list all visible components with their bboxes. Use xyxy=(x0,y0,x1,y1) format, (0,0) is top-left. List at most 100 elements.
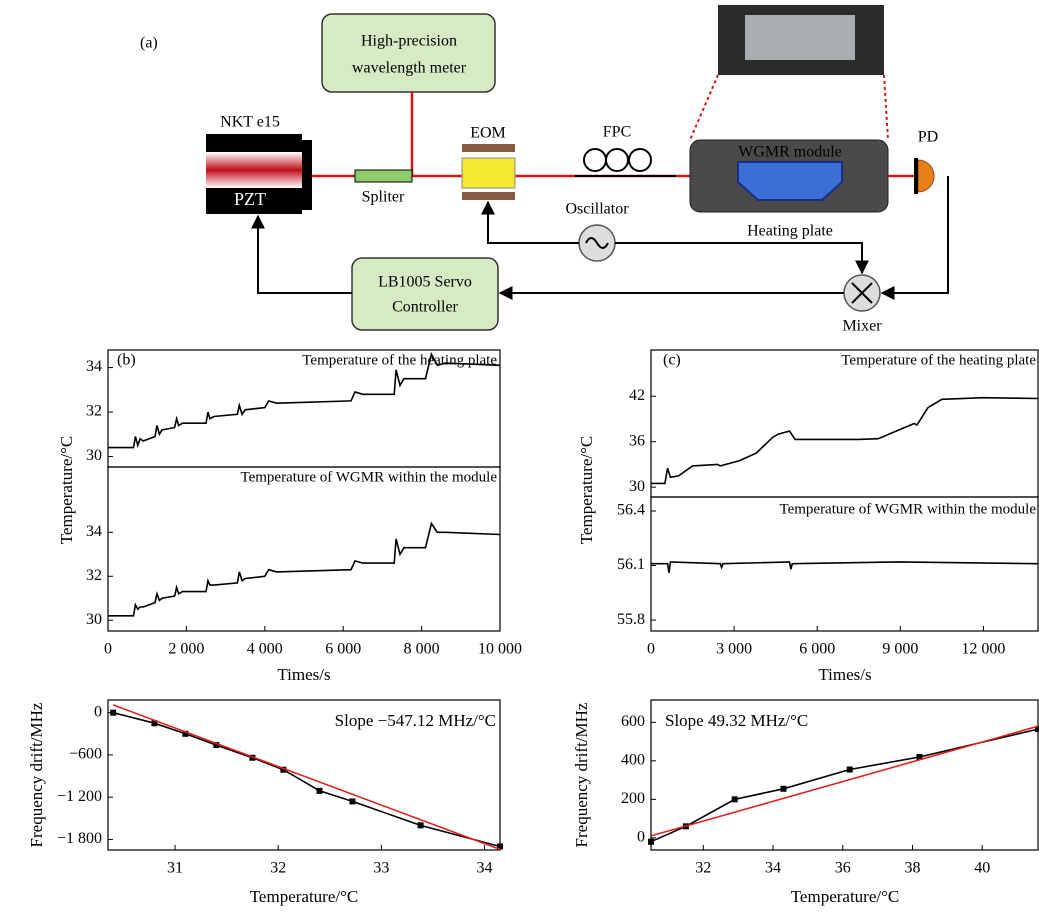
x-tick-label: 12 000 xyxy=(961,641,1005,658)
y-tick-label: 0 xyxy=(94,703,102,720)
x-tick-label: 6 000 xyxy=(799,641,835,658)
servo-label: LB1005 Servo xyxy=(378,274,472,291)
splitter xyxy=(355,170,412,182)
fpc-label: FPC xyxy=(603,124,631,141)
data-point xyxy=(110,710,116,716)
x-tick-label: 6 000 xyxy=(325,641,361,658)
data-line xyxy=(651,398,1038,484)
x-tick-label: 0 xyxy=(104,641,112,658)
plot-frame xyxy=(651,350,1038,497)
x-tick-label: 33 xyxy=(373,860,389,877)
x-axis-label: Temperature/°C xyxy=(250,887,359,906)
eom-plate xyxy=(462,144,515,152)
y-tick-label: 600 xyxy=(621,713,645,730)
servo-box xyxy=(352,258,498,330)
panel-label: (b) xyxy=(117,352,136,369)
data-line xyxy=(651,726,1038,836)
y-tick-label: 30 xyxy=(86,611,102,628)
y-tick-label: 55.8 xyxy=(617,611,645,628)
pzt-label: PZT xyxy=(234,189,266,209)
zoom-lines xyxy=(690,75,888,140)
servo-label: Controller xyxy=(392,299,458,316)
y-tick-label: 36 xyxy=(629,432,645,449)
x-tick-label: 32 xyxy=(270,860,286,877)
data-point xyxy=(316,788,322,794)
pd-label: PD xyxy=(918,129,938,146)
y-tick-label: 56.1 xyxy=(617,556,645,573)
data-point xyxy=(732,796,738,802)
x-tick-label: 32 xyxy=(695,860,711,877)
fpc-loop xyxy=(584,149,606,171)
panel-label: (a) xyxy=(140,35,158,52)
laser-end xyxy=(302,140,312,210)
module-label: WGMR module xyxy=(738,144,842,161)
diagram: (a) High-precision wavelength meter NKT … xyxy=(140,5,948,335)
data-point xyxy=(847,767,853,773)
x-tick-label: 34 xyxy=(477,860,493,877)
y-axis-label: Temperature/°C xyxy=(577,436,596,545)
eom xyxy=(462,158,515,188)
panel-title: Temperature of the heating plate xyxy=(302,352,497,368)
x-tick-label: 8 000 xyxy=(404,641,440,658)
arrow xyxy=(615,243,862,273)
y-tick-label: 32 xyxy=(86,403,102,420)
pd-base xyxy=(914,158,918,194)
data-line xyxy=(651,562,1038,573)
wgmr xyxy=(738,162,842,200)
x-tick-label: 3 000 xyxy=(716,641,752,658)
panel-title: Temperature of the heating plate xyxy=(841,352,1036,368)
figure: (a) High-precision wavelength meter NKT … xyxy=(0,0,1039,912)
y-tick-label: 200 xyxy=(621,790,645,807)
annotation: Slope 49.32 MHz/°C xyxy=(665,711,808,730)
oscillator-label: Oscillator xyxy=(565,201,629,218)
x-axis-label: Times/s xyxy=(818,665,871,684)
laser-beam xyxy=(206,152,302,188)
y-tick-label: 56.4 xyxy=(617,502,645,519)
x-tick-label: 4 000 xyxy=(247,641,283,658)
y-tick-label: 30 xyxy=(629,478,645,495)
eom-label: EOM xyxy=(470,125,506,142)
panel-label: (c) xyxy=(663,352,681,369)
y-tick-label: 400 xyxy=(621,752,645,769)
y-tick-label: 30 xyxy=(86,447,102,464)
y-tick-label: 34 xyxy=(86,523,102,540)
meter-box xyxy=(322,14,495,92)
arrow xyxy=(258,216,352,293)
meter-label: High-precision xyxy=(361,33,457,50)
y-tick-label: 42 xyxy=(629,387,645,404)
x-tick-label: 31 xyxy=(167,860,183,877)
y-axis-label: Frequency drift/MHz xyxy=(572,702,591,847)
data-line xyxy=(108,524,500,616)
y-axis-label: Temperature/°C xyxy=(57,436,76,545)
data-point xyxy=(648,839,654,845)
x-tick-label: 9 000 xyxy=(882,641,918,658)
fpc-loop xyxy=(606,149,628,171)
y-tick-label: −1 200 xyxy=(57,788,102,805)
laser-label: NKT e15 xyxy=(220,114,280,131)
meter-label: wavelength meter xyxy=(352,60,467,77)
plot-frame xyxy=(108,467,500,631)
fpc-loop xyxy=(629,149,651,171)
x-tick-label: 36 xyxy=(835,860,851,877)
y-tick-label: −600 xyxy=(69,746,102,763)
data-point xyxy=(349,798,355,804)
x-tick-label: 40 xyxy=(974,860,990,877)
y-axis-label: Frequency drift/MHz xyxy=(27,702,46,847)
data-point xyxy=(780,786,786,792)
annotation: Slope −547.12 MHz/°C xyxy=(335,711,496,730)
y-tick-label: 0 xyxy=(637,829,645,846)
data-line xyxy=(651,729,1038,842)
photo-part xyxy=(745,15,855,60)
x-axis-label: Temperature/°C xyxy=(791,887,900,906)
x-axis-label: Times/s xyxy=(277,665,330,684)
x-tick-label: 0 xyxy=(647,641,655,658)
panel-title: Temperature of WGMR within the module xyxy=(779,501,1036,517)
mixer-label: Mixer xyxy=(842,318,882,335)
panel-title: Temperature of WGMR within the module xyxy=(240,469,497,485)
y-tick-label: 34 xyxy=(86,358,102,375)
x-tick-label: 38 xyxy=(904,860,920,877)
x-tick-label: 10 000 xyxy=(478,641,522,658)
splitter-label: Spliter xyxy=(362,189,405,206)
eom-plate xyxy=(462,192,515,200)
y-tick-label: −1 800 xyxy=(57,830,102,847)
